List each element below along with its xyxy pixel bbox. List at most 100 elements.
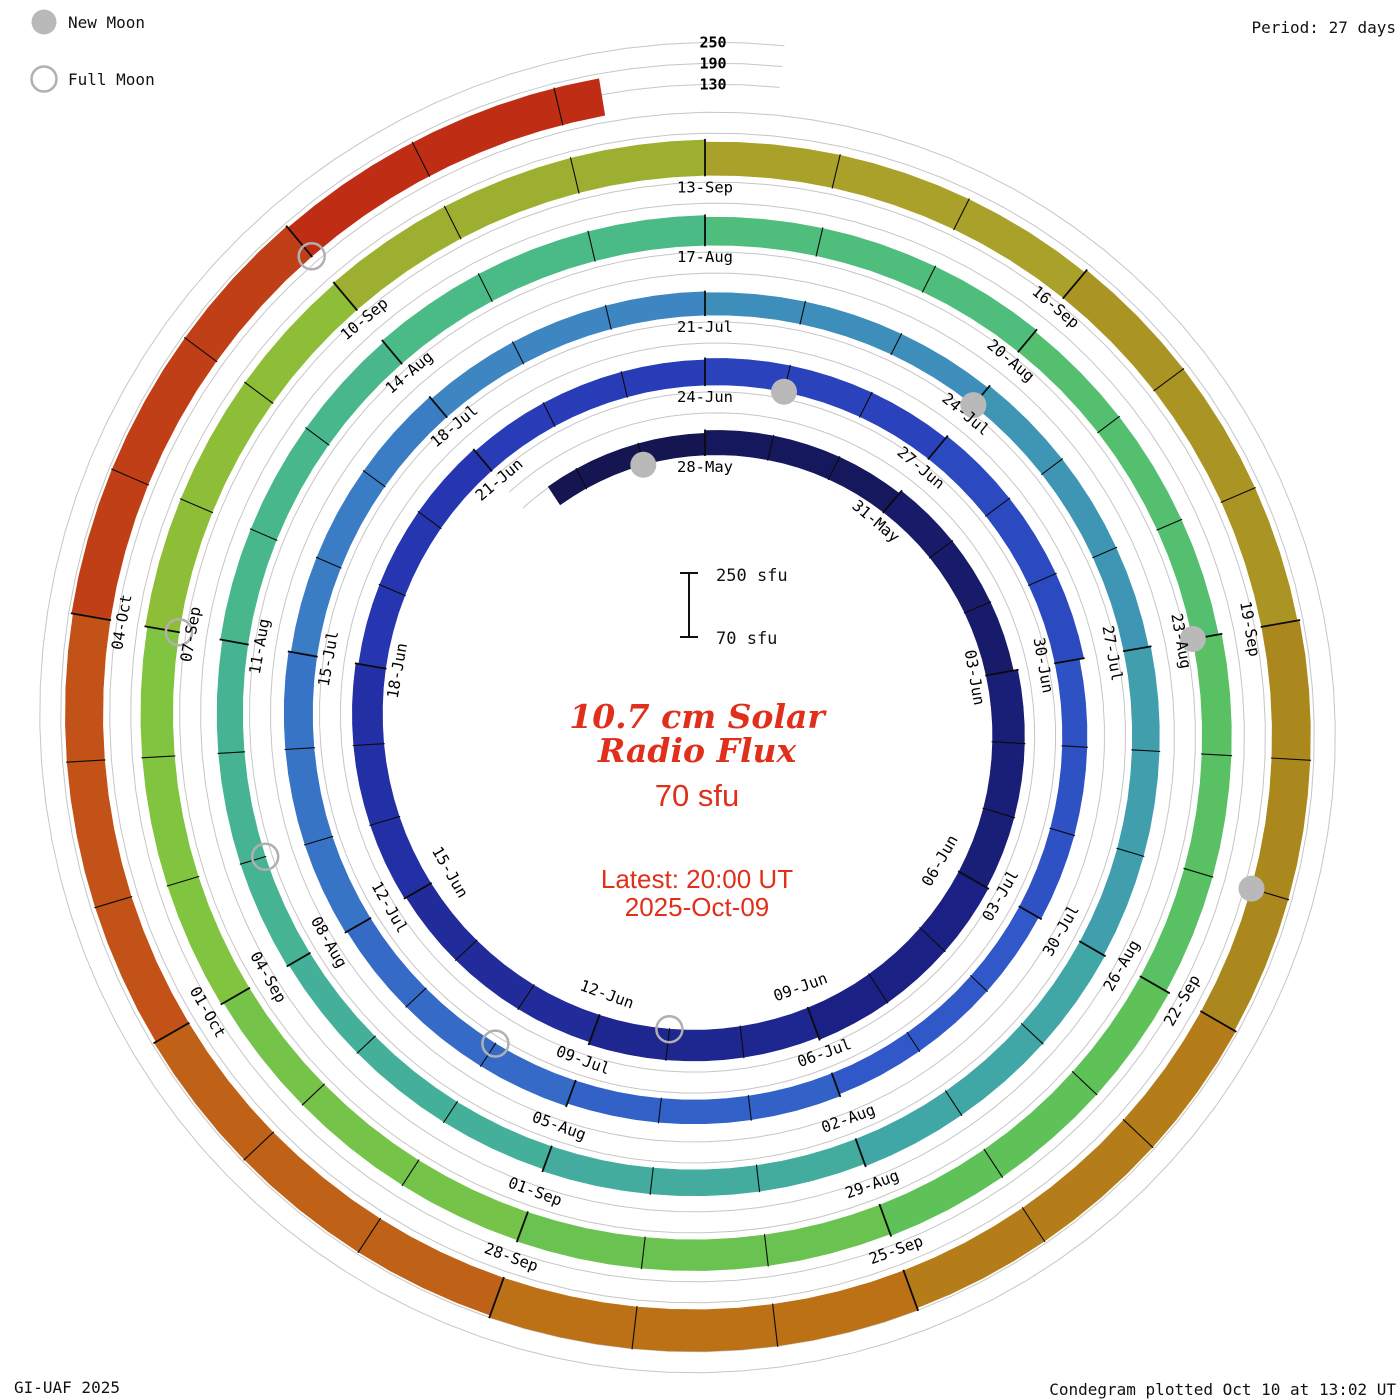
day-tick — [381, 339, 403, 365]
day-tick — [587, 1013, 601, 1046]
day-tick — [657, 1097, 662, 1124]
center-annotation: 10.7 cm Solar Radio Flux 70 sfu Latest: … — [569, 697, 827, 922]
legend-full-moon-label: Full Moon — [68, 70, 155, 89]
day-tick — [401, 1159, 420, 1187]
day-tick — [249, 528, 278, 542]
day-tick — [352, 743, 385, 747]
day-tick — [472, 448, 493, 472]
day-tick — [991, 741, 1026, 745]
day-tick — [220, 986, 251, 1006]
new-moon-marker — [960, 392, 987, 419]
day-tick — [94, 895, 133, 909]
day-tick — [378, 583, 406, 597]
day-tick — [767, 434, 775, 461]
flux-segment — [566, 1073, 841, 1124]
day-tick — [442, 1100, 459, 1124]
day-tick — [1260, 619, 1301, 628]
date-label: 05-Aug — [530, 1108, 589, 1144]
full-moon-icon — [30, 65, 58, 93]
day-tick — [356, 1035, 376, 1054]
full-moon-marker — [250, 842, 280, 871]
day-tick — [219, 638, 249, 646]
day-tick — [517, 984, 535, 1011]
day-tick — [799, 300, 807, 325]
day-tick — [1053, 657, 1085, 665]
day-tick — [287, 650, 318, 658]
day-tick — [982, 807, 1016, 819]
date-label: 12-Jun — [578, 976, 637, 1012]
day-tick — [344, 917, 372, 934]
flux-segment — [153, 1022, 505, 1316]
gridline-190-sfu — [60, 62, 1315, 1353]
day-tick — [1071, 1070, 1098, 1096]
day-tick — [984, 497, 1011, 517]
day-tick — [772, 1303, 779, 1347]
day-tick — [511, 341, 525, 365]
day-tick — [858, 391, 873, 418]
flux-segment — [903, 1011, 1236, 1309]
day-tick — [830, 1072, 842, 1098]
scale-bar: 250 sfu 70 sfu — [680, 566, 788, 649]
day-tick — [963, 601, 992, 614]
day-tick — [1097, 415, 1121, 434]
day-tick — [141, 755, 176, 759]
day-tick — [620, 371, 628, 398]
day-tick — [1131, 749, 1161, 753]
day-tick — [890, 332, 903, 356]
radial-axis-label: 250 — [699, 33, 726, 51]
plotted-label: Condegram plotted Oct 10 at 13:02 UT — [1049, 1380, 1396, 1399]
gridline-250-sfu — [39, 41, 1336, 1374]
day-tick — [443, 205, 462, 240]
day-tick — [921, 265, 937, 293]
day-tick — [927, 435, 949, 460]
day-tick — [1122, 645, 1152, 653]
day-tick — [553, 87, 564, 126]
date-label: 01-Sep — [506, 1174, 565, 1210]
day-tick — [362, 469, 386, 488]
day-tick — [332, 281, 358, 312]
day-tick — [303, 835, 334, 846]
new-moon-marker — [1179, 626, 1206, 652]
day-tick — [1270, 757, 1312, 761]
day-tick — [631, 1305, 638, 1350]
day-tick — [405, 987, 427, 1008]
day-tick — [739, 1025, 745, 1059]
day-tick — [70, 612, 112, 622]
day-tick — [417, 510, 442, 530]
day-tick — [1078, 940, 1107, 958]
latest-time-label: Latest: 20:00 UT — [601, 864, 793, 894]
date-label: 24-Jun — [677, 388, 733, 406]
flux-segment — [542, 1138, 866, 1197]
day-tick — [831, 154, 841, 189]
day-tick — [569, 157, 580, 194]
date-label: 02-Aug — [819, 1101, 878, 1137]
day-tick — [854, 1138, 867, 1168]
day-ticks — [66, 87, 1312, 1350]
new-moon-icon — [31, 9, 57, 35]
day-tick — [286, 951, 311, 968]
day-tick — [357, 1217, 382, 1254]
day-tick — [928, 540, 954, 559]
day-tick — [575, 467, 588, 490]
day-tick — [243, 1131, 275, 1161]
day-tick — [665, 1028, 671, 1061]
day-tick — [1220, 486, 1256, 504]
day-tick — [944, 1090, 963, 1117]
day-tick — [1116, 847, 1145, 858]
day-tick — [179, 498, 214, 514]
day-tick — [285, 225, 313, 258]
legend: New Moon Full Moon — [30, 9, 155, 93]
radial-axis-label: 190 — [699, 54, 726, 72]
day-tick — [827, 456, 841, 481]
moon-markers — [164, 242, 1265, 1058]
flux-segment — [958, 669, 1025, 889]
day-tick — [111, 468, 150, 486]
day-tick — [1092, 546, 1118, 559]
scale-bar-min-label: 70 sfu — [716, 629, 777, 649]
day-tick — [1062, 269, 1088, 300]
day-tick — [183, 336, 218, 363]
day-tick — [1183, 867, 1214, 878]
day-tick — [957, 870, 990, 890]
